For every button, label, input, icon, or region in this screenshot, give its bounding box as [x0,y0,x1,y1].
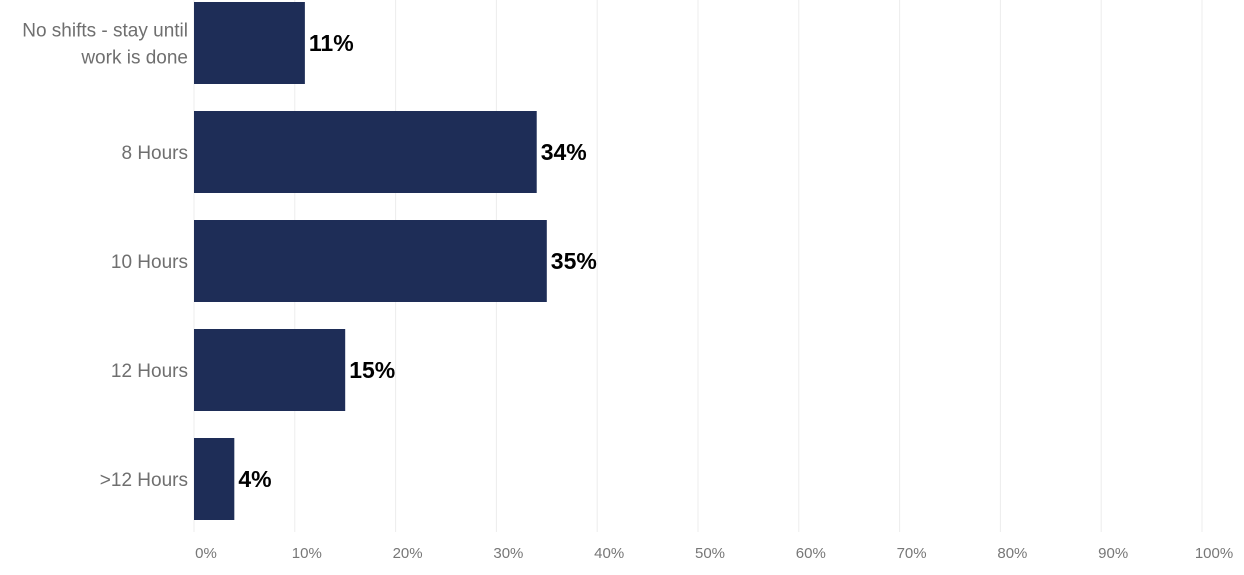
category-labels: No shifts - stay until work is done 8 Hour… [22,21,188,492]
x-tick-label: 70% [897,545,927,562]
value-label: 35% [551,248,597,274]
x-tick-label: 30% [493,545,523,562]
x-tick-label: 0% [195,545,217,562]
category-label: work is done [80,48,188,69]
value-labels: 11% 34% 35% 15% 4% [238,30,597,492]
bar [194,329,346,411]
bars [194,2,547,520]
x-tick-label: 10% [292,545,322,562]
category-label: 8 Hours [121,143,188,164]
x-tick-label: 80% [997,545,1027,562]
bar [194,111,537,193]
x-tick-label: 50% [695,545,725,562]
gridlines [193,0,1203,532]
value-label: 34% [541,139,587,165]
x-tick-label: 100% [1195,545,1233,562]
bar [194,438,235,520]
x-tick-label: 40% [594,545,624,562]
x-axis-tick-labels: 0% 10% 20% 30% 40% 50% 60% 70% 80% 90% 100% [195,545,1233,562]
category-label: 10 Hours [111,252,188,273]
x-tick-label: 60% [796,545,826,562]
bar [194,220,547,302]
category-label: >12 Hours [100,470,188,491]
category-label: No shifts - stay until [22,21,188,42]
x-tick-label: 20% [393,545,423,562]
value-label: 15% [349,357,395,383]
value-label: 4% [238,466,271,492]
value-label: 11% [309,30,354,56]
category-label: 12 Hours [111,361,188,382]
x-tick-label: 90% [1098,545,1128,562]
bar [194,2,305,84]
